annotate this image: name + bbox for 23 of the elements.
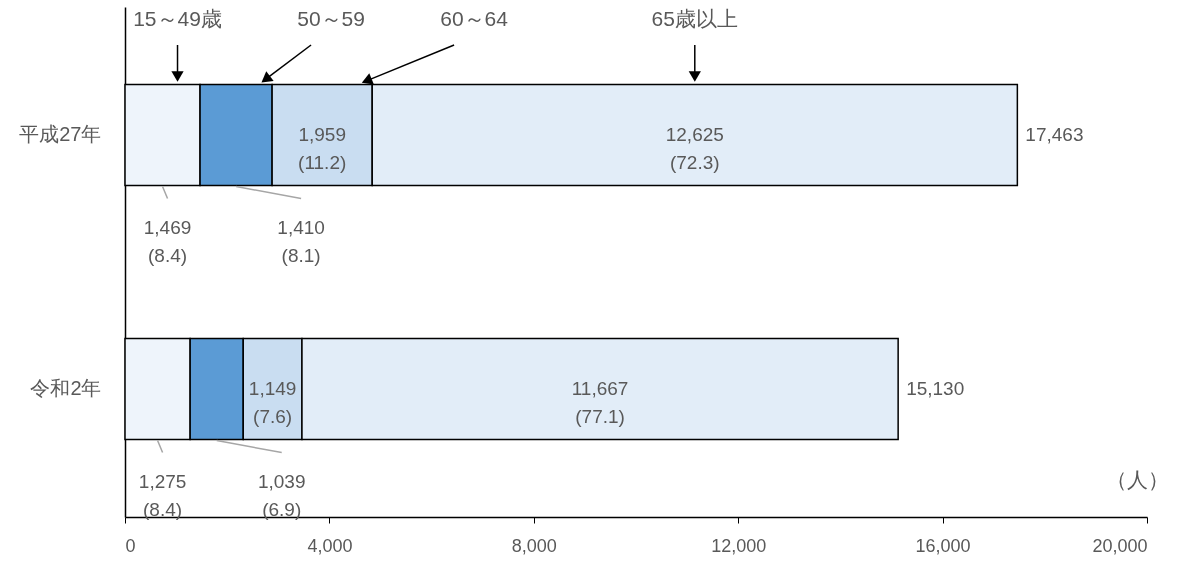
total-label: 17,463 — [1025, 124, 1084, 146]
data-label: 12,625 (72.3) — [665, 124, 724, 174]
x-axis-title: （人） — [1106, 467, 1169, 491]
x-tick-label: 16,000 — [915, 535, 971, 556]
total-label: 15,130 — [906, 377, 965, 399]
y-tick-label: 令和2年 — [30, 376, 102, 399]
text: 15～49歳 — [133, 7, 222, 30]
text: 50～59 — [297, 7, 365, 30]
text: 65歳以上 — [651, 7, 738, 30]
x-tick-label: 8,000 — [511, 535, 557, 556]
data-label: 1,469 (8.4) — [143, 216, 192, 266]
data-label: 1,275 (8.4) — [138, 470, 187, 520]
text: 60～64 — [440, 7, 509, 30]
data-label: 1,410 (8.1) — [277, 216, 325, 266]
x-tick-label: 20,000 — [1092, 535, 1148, 556]
data-label: 11,667 (77.1) — [571, 377, 629, 427]
x-tick-label: 12,000 — [711, 535, 767, 556]
x-tick-label: 4,000 — [307, 535, 353, 556]
y-tick-label: 平成27年 — [19, 123, 102, 146]
data-label: 1,039 (6.9) — [257, 470, 306, 520]
x-tick-label: 0 — [125, 535, 136, 556]
data-label: 1,959 (11.2) — [298, 124, 347, 174]
data-label: 1,149 (7.6) — [248, 377, 297, 427]
